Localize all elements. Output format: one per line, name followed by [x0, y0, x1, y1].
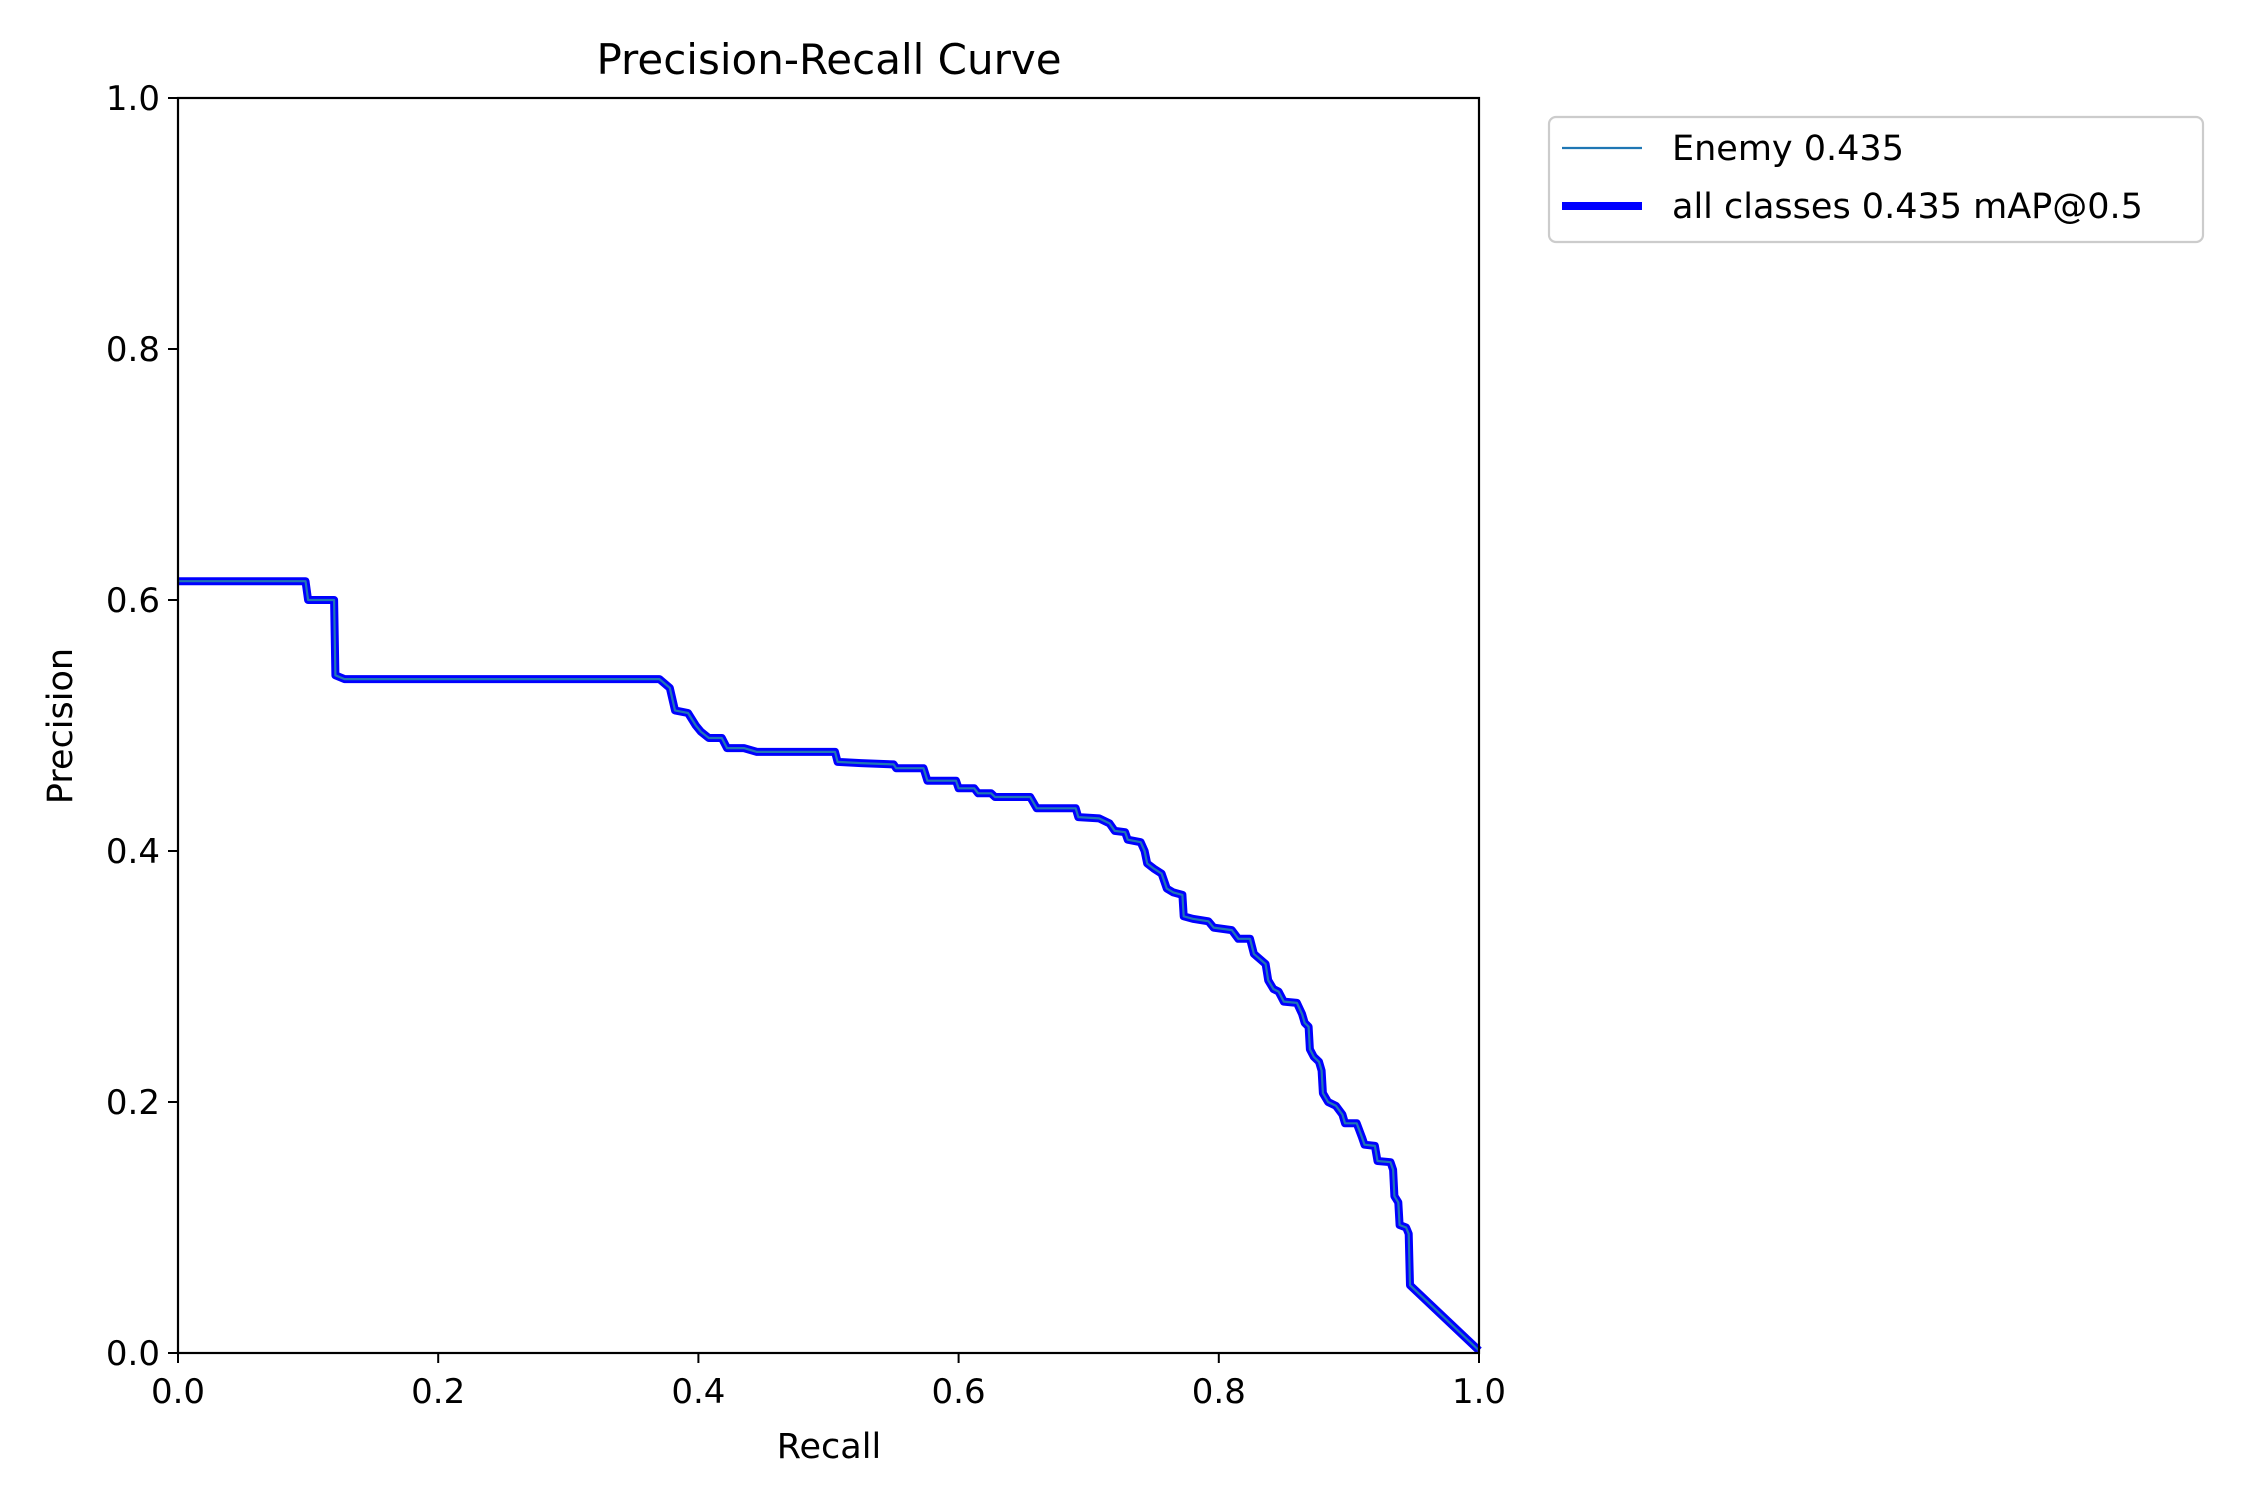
legend: Enemy 0.435 all classes 0.435 mAP@0.5 — [1547, 115, 2205, 244]
x-tick-label: 0.8 — [1192, 1372, 1246, 1412]
series-layer — [178, 577, 1482, 1354]
plot-frame — [176, 96, 1481, 1355]
legend-box — [1547, 115, 2205, 244]
y-axis-label: Precision — [41, 648, 81, 804]
y-tick-label: 0.4 — [106, 832, 160, 872]
chart-title: Precision-Recall Curve — [596, 35, 1061, 84]
y-tick-label: 1.0 — [106, 79, 160, 119]
x-tick-label: 0.4 — [671, 1372, 725, 1412]
y-axis: 0.0 0.2 0.4 0.6 0.8 1.0 — [106, 79, 178, 1374]
series-line-all-classes — [178, 577, 1482, 1354]
legend-label-all-classes: all classes 0.435 mAP@0.5 — [1672, 187, 2143, 227]
x-tick-label: 1.0 — [1452, 1372, 1506, 1412]
y-tick-label: 0.0 — [106, 1334, 160, 1374]
series-line-enemy — [178, 580, 1480, 1352]
x-tick-label: 0.2 — [411, 1372, 465, 1412]
y-tick-label: 0.8 — [106, 330, 160, 370]
x-tick-label: 0.0 — [151, 1372, 205, 1412]
y-tick-label: 0.6 — [106, 581, 160, 621]
legend-label-enemy: Enemy 0.435 — [1672, 129, 1904, 169]
y-tick-label: 0.2 — [106, 1083, 160, 1123]
x-axis: 0.0 0.2 0.4 0.6 0.8 1.0 — [151, 1353, 1506, 1412]
x-tick-label: 0.6 — [932, 1372, 986, 1412]
x-axis-label: Recall — [777, 1427, 881, 1467]
